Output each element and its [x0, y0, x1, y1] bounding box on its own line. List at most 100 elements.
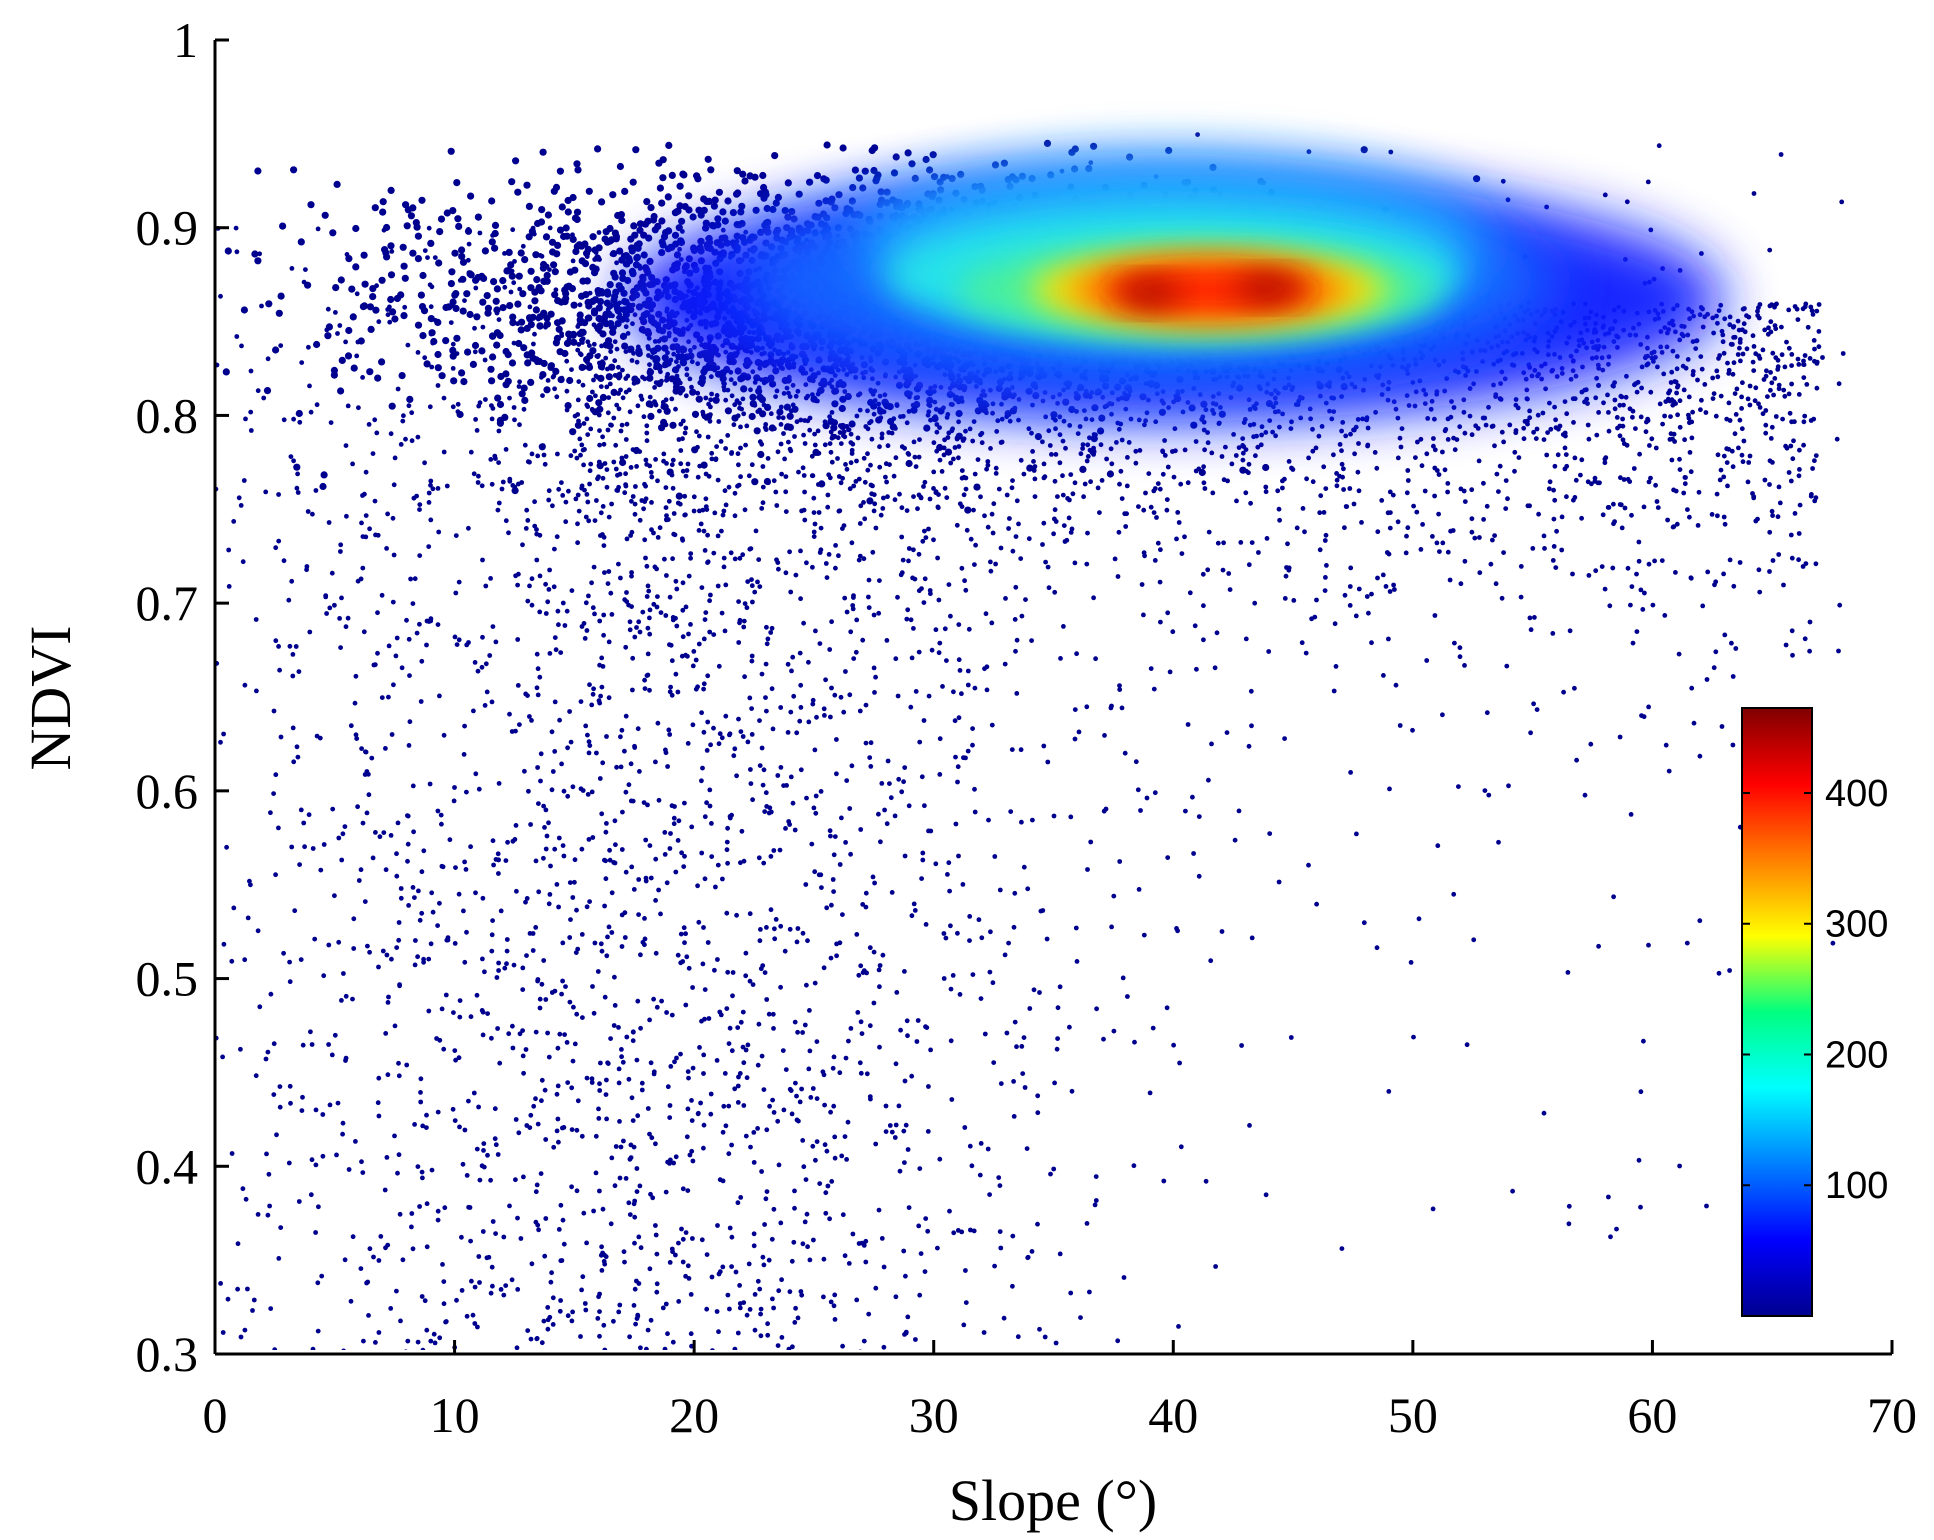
- data-point: [298, 807, 304, 813]
- data-point: [1621, 477, 1627, 482]
- data-point: [480, 956, 485, 962]
- data-point: [1040, 542, 1045, 547]
- data-point: [696, 919, 702, 925]
- data-point: [419, 910, 425, 916]
- data-point: [606, 569, 612, 574]
- data-point: [1137, 448, 1143, 453]
- data-point: [758, 1306, 764, 1312]
- data-point: [622, 748, 627, 754]
- data-point: [613, 842, 618, 848]
- data-point: [1772, 302, 1778, 308]
- data-point: [1532, 615, 1537, 620]
- data-point: [724, 839, 730, 845]
- data-point: [827, 1216, 832, 1222]
- data-point: [295, 754, 301, 760]
- data-point: [1499, 429, 1505, 435]
- data-point: [1639, 385, 1644, 391]
- data-point: [750, 797, 755, 803]
- data-point: [523, 691, 529, 697]
- data-point: [343, 1058, 348, 1063]
- data-point: [921, 600, 927, 605]
- data-point: [873, 1285, 879, 1291]
- data-point: [828, 955, 834, 961]
- data-point: [261, 395, 267, 401]
- data-point: [412, 1122, 417, 1127]
- data-point: [1205, 567, 1211, 573]
- data-point: [589, 1080, 595, 1085]
- data-point: [547, 567, 552, 573]
- data-point: [1038, 908, 1044, 914]
- data-point: [809, 453, 815, 459]
- data-point: [1294, 525, 1300, 531]
- data-point: [1714, 368, 1720, 374]
- data-point: [298, 957, 304, 962]
- data-point: [611, 459, 617, 465]
- data-point: [229, 958, 235, 964]
- data-point: [675, 689, 681, 695]
- data-point: [761, 860, 767, 866]
- data-point: [1084, 458, 1090, 464]
- data-point: [883, 1129, 889, 1134]
- data-point: [712, 967, 717, 973]
- data-point: [830, 877, 836, 882]
- data-point: [583, 514, 589, 520]
- data-point: [517, 286, 523, 292]
- data-point: [587, 682, 592, 688]
- data-point: [684, 468, 690, 473]
- data-point: [1469, 487, 1475, 493]
- data-point: [1365, 443, 1370, 449]
- data-point: [644, 1346, 649, 1350]
- data-point: [496, 460, 501, 465]
- data-point: [1637, 451, 1642, 457]
- data-point: [737, 405, 742, 411]
- data-point: [613, 1144, 619, 1149]
- data-point: [253, 1073, 259, 1079]
- data-point: [783, 509, 789, 514]
- data-point: [801, 1164, 807, 1170]
- data-point: [1660, 421, 1665, 427]
- data-point: [847, 692, 853, 698]
- data-point: [831, 1054, 837, 1060]
- data-point: [1249, 540, 1255, 545]
- data-point: [946, 860, 952, 866]
- data-point: [461, 908, 466, 914]
- data-point: [955, 779, 960, 785]
- data-point: [1179, 551, 1185, 556]
- data-point: [422, 248, 428, 254]
- data-point: [1726, 400, 1732, 406]
- data-point: [759, 671, 765, 677]
- data-point: [1285, 541, 1290, 547]
- data-point: [1302, 529, 1307, 535]
- data-point: [549, 990, 555, 995]
- data-point: [664, 573, 669, 578]
- data-point: [990, 530, 996, 536]
- data-point: [856, 972, 862, 978]
- data-point: [639, 1080, 645, 1086]
- data-point: [369, 755, 375, 761]
- data-point: [1424, 658, 1430, 663]
- data-point: [248, 409, 254, 415]
- data-point: [965, 682, 971, 688]
- data-point: [527, 1125, 533, 1130]
- data-point: [1572, 685, 1577, 691]
- data-point: [537, 573, 543, 579]
- data-point: [600, 664, 606, 669]
- data-point: [383, 1031, 389, 1036]
- data-point: [811, 1237, 816, 1243]
- data-point: [1308, 416, 1313, 422]
- data-point: [678, 421, 684, 427]
- data-point: [781, 783, 786, 788]
- data-point: [665, 1159, 670, 1165]
- data-point: [808, 1095, 814, 1100]
- data-point: [714, 1309, 720, 1314]
- data-point: [432, 1340, 438, 1346]
- data-point: [867, 755, 873, 760]
- data-point: [599, 948, 605, 954]
- data-point: [606, 695, 612, 701]
- data-point: [1617, 433, 1623, 439]
- data-point: [911, 901, 917, 907]
- data-point: [748, 767, 753, 772]
- data-point: [1769, 508, 1775, 514]
- data-point: [698, 1100, 703, 1106]
- data-point: [537, 1005, 543, 1011]
